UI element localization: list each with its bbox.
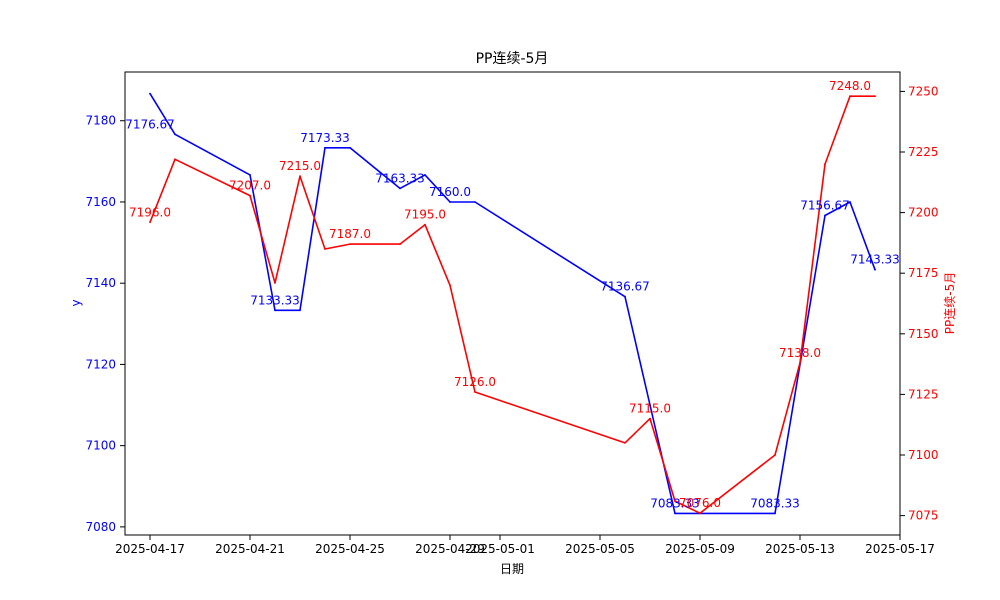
data-label-series-2-3: 7215.0 <box>279 159 321 173</box>
series-2-point-10 <box>449 284 451 287</box>
series-2-point-9 <box>424 223 426 226</box>
series-1-point-18 <box>849 201 851 203</box>
series-2-point-12 <box>624 442 626 444</box>
x-tick-label-7: 2025-05-09 <box>665 542 735 556</box>
series-1-point-19 <box>874 268 876 271</box>
series-1-point-13 <box>649 404 651 406</box>
y-left-tick-label-4: 7140 <box>85 276 116 290</box>
y-right-tick-label-6: 7200 <box>908 206 939 220</box>
y-left-tick-label-3: 7120 <box>85 357 116 371</box>
series-2-point-18 <box>824 163 826 166</box>
data-label-series-2-6: 7126.0 <box>454 375 496 389</box>
y-left-tick-label-1: 7080 <box>85 520 116 534</box>
x-tick-label-5: 2025-05-01 <box>465 542 535 556</box>
y-right-tick-label-8: 7250 <box>908 84 939 98</box>
series-1-point-12 <box>624 295 626 298</box>
y-right-tick-label-2: 7100 <box>908 448 939 462</box>
x-tick-label-9: 2025-05-17 <box>865 542 935 556</box>
data-label-series-1-2: 7133.33 <box>250 293 300 307</box>
x-tick-label-1: 2025-04-17 <box>115 542 185 556</box>
x-tick-label-3: 2025-04-25 <box>315 542 385 556</box>
chart-title: PP连续-5月 <box>476 50 549 67</box>
x-axis-label: 日期 <box>500 562 524 576</box>
series-2-point-1 <box>149 221 151 224</box>
series-2-point-6 <box>324 248 326 250</box>
series-2-point-19 <box>849 95 851 98</box>
y-right-tick-label-5: 7175 <box>908 266 939 280</box>
data-label-series-1-7: 7083.33 <box>650 496 700 510</box>
series-1-point-1 <box>149 92 151 95</box>
y-right-tick-label-1: 7075 <box>908 509 939 523</box>
data-label-series-1-9: 7156.67 <box>800 199 850 213</box>
series-1-point-5 <box>299 309 301 312</box>
series-1-point-3 <box>249 174 251 176</box>
data-label-series-2-5: 7195.0 <box>404 208 446 222</box>
series-2-point-14 <box>674 500 676 502</box>
series-2-point-3 <box>249 194 251 197</box>
y-left-tick-label-2: 7100 <box>85 439 116 453</box>
x-tick-label-8: 2025-05-13 <box>765 542 835 556</box>
series-2-point-8 <box>399 243 401 246</box>
data-label-series-2-8: 7076.0 <box>679 496 721 510</box>
series-2-point-5 <box>299 175 301 178</box>
data-label-series-1-3: 7173.33 <box>300 131 350 145</box>
x-tick-label-6: 2025-05-05 <box>565 542 635 556</box>
data-label-series-1-10: 7143.33 <box>850 253 900 267</box>
y-left-tick-label-5: 7160 <box>85 195 116 209</box>
data-label-series-2-10: 7248.0 <box>829 79 871 93</box>
x-tick-label-4: 2025-04-29 <box>415 542 485 556</box>
series-1-point-9 <box>424 174 426 176</box>
series-2-point-17 <box>799 362 801 364</box>
data-label-series-1-6: 7136.67 <box>600 280 650 294</box>
y-right-tick-label-7: 7225 <box>908 145 939 159</box>
y-axis-label-left: y <box>69 299 83 306</box>
series-1-point-7 <box>349 146 351 149</box>
series-2-point-2 <box>174 158 176 161</box>
plot-labels: 7176.67 7133.33 7173.33 7163.33 7160.0 7136.6… <box>125 79 900 510</box>
data-label-series-1-5: 7160.0 <box>429 185 471 199</box>
series-line-2 <box>149 95 875 515</box>
series-1-point-11 <box>474 201 476 203</box>
data-label-series-1-8: 7083.33 <box>750 496 800 510</box>
series-1-point-10 <box>449 201 451 203</box>
axes: 2025-04-17 2025-04-21 2025-04-25 2025-04-29… <box>85 71 939 556</box>
x-tick-label-2: 2025-04-21 <box>215 542 285 556</box>
data-label-series-1-1: 7176.67 <box>125 117 175 131</box>
data-label-series-1-4: 7163.33 <box>375 171 425 185</box>
series-2-point-13 <box>649 417 651 420</box>
series-2-point-11 <box>474 391 476 393</box>
data-label-series-2-1: 7196.0 <box>129 205 171 219</box>
series-2-point-7 <box>349 243 351 246</box>
series-2-point-15 <box>699 512 701 515</box>
data-label-series-2-7: 7115.0 <box>629 402 671 416</box>
series-1-point-4 <box>274 309 276 312</box>
series-1-point-16 <box>774 512 776 515</box>
series-2-point-20 <box>874 95 876 98</box>
data-label-series-2-9: 7138.0 <box>779 346 821 360</box>
y-right-tick-label-3: 7125 <box>908 387 939 401</box>
plot-lines <box>149 92 876 515</box>
series-1-point-14 <box>674 512 676 515</box>
data-label-series-2-2: 7207.0 <box>229 179 271 193</box>
y-right-tick-label-4: 7150 <box>908 327 939 341</box>
data-label-series-2-4: 7187.0 <box>329 227 371 241</box>
y-axis-label-right: PP连续-5月 <box>942 272 957 334</box>
series-1-point-8 <box>399 187 401 190</box>
series-2-point-16 <box>774 454 776 456</box>
y-left-tick-label-6: 7180 <box>85 114 116 128</box>
series-1-point-6 <box>324 146 326 149</box>
series-1-point-2 <box>174 133 176 136</box>
series-2-point-4 <box>274 282 276 284</box>
series-1-point-17 <box>824 214 826 217</box>
plot-frame <box>124 71 901 536</box>
